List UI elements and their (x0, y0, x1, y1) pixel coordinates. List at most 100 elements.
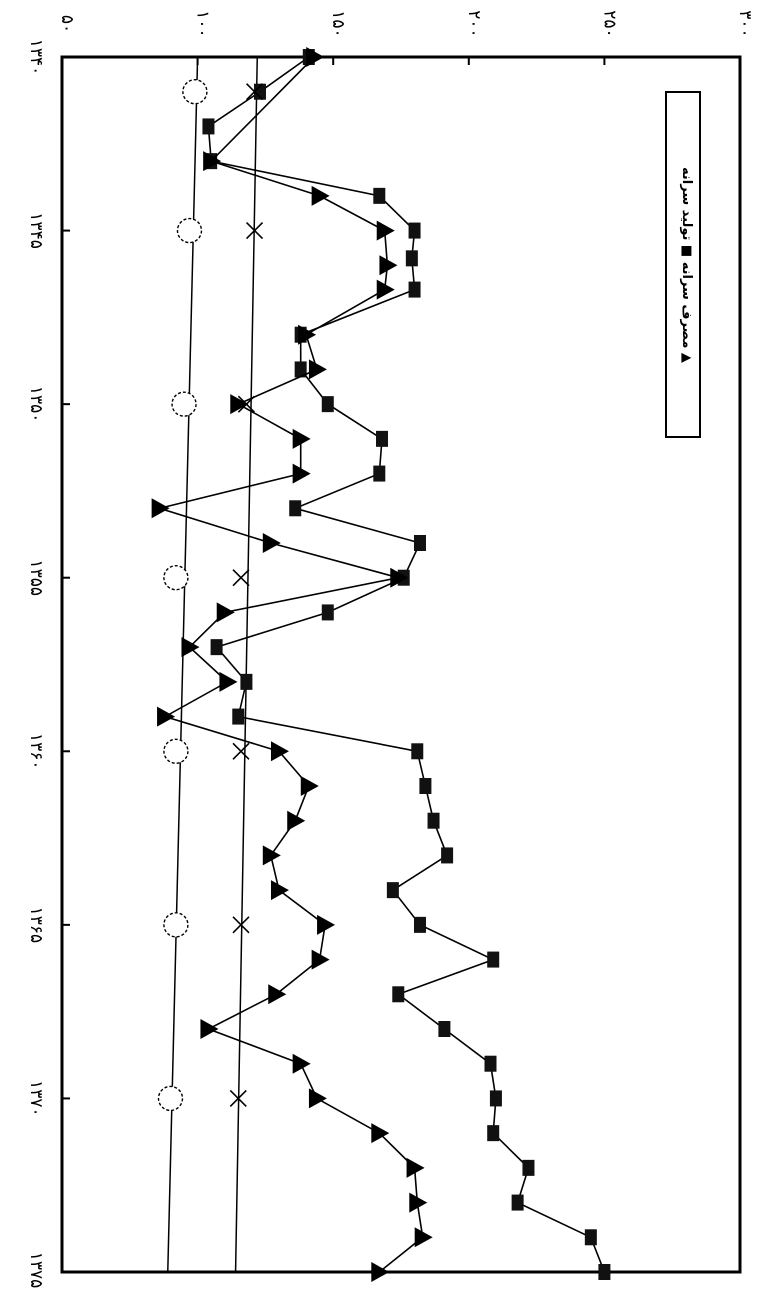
reference-lines (167, 56, 259, 1273)
square-marker (232, 708, 245, 725)
cross-marker (232, 569, 250, 587)
circle-marker (157, 1085, 184, 1112)
square-marker (487, 1125, 500, 1142)
circle-marker (163, 738, 189, 764)
square-marker (376, 430, 389, 447)
value-tick-label: ۲۵۰ (599, 10, 619, 37)
square-marker (321, 396, 334, 413)
square-marker (522, 1159, 535, 1176)
circle-marker (182, 79, 208, 105)
triangle-marker (409, 1192, 428, 1213)
square-marker (484, 1055, 497, 1072)
cross-marker (232, 916, 250, 934)
square-marker (413, 535, 426, 551)
value-tick-label: ۱۵۰ (328, 10, 348, 37)
triangle-marker (379, 255, 398, 276)
cross-marker (245, 222, 264, 240)
triangle-marker (311, 185, 330, 206)
triangle-marker (376, 220, 395, 241)
square-marker (584, 1229, 597, 1246)
plot-frame (60, 55, 742, 1274)
triangle-marker (300, 776, 319, 796)
value-tick-label: ۱۰۰ (193, 10, 213, 37)
value-tick-label: ۳۰۰ (735, 10, 755, 37)
square-marker (210, 639, 223, 656)
square-marker (598, 1264, 611, 1280)
year-tick-label: ۱۳۶۵ (26, 907, 46, 944)
square-marker (253, 83, 266, 100)
triangle-marker (292, 463, 311, 484)
series-line (156, 56, 424, 1273)
series-cross (229, 83, 264, 1107)
square-marker (441, 847, 454, 864)
series-circle (157, 79, 208, 1112)
circle-marker (163, 912, 189, 938)
legend-box (665, 91, 701, 438)
circle-marker (171, 391, 197, 417)
cross-marker (245, 83, 264, 101)
triangle-marker (268, 984, 287, 1005)
square-marker (405, 250, 418, 267)
series-square (202, 49, 611, 1280)
triangle-marker (308, 359, 327, 380)
square-marker (427, 812, 440, 829)
triangle-marker (371, 1262, 390, 1282)
square-marker (202, 118, 215, 135)
triangle-marker (203, 151, 222, 172)
cross-marker (237, 395, 255, 413)
triangle-marker (306, 47, 325, 67)
square-marker (511, 1194, 524, 1211)
triangle-marker (308, 1088, 327, 1109)
year-tick-label: ۱۳۴۵ (26, 212, 46, 249)
square-marker (487, 951, 500, 968)
triangle-marker (317, 914, 336, 935)
triangle-marker (157, 706, 176, 727)
square-marker (411, 743, 424, 760)
legend: مصرف سرانه ■ تولید سرانه ▲ (665, 91, 701, 438)
triangle-marker (230, 394, 249, 415)
cross-marker (229, 1089, 247, 1107)
square-marker (386, 882, 399, 899)
series-triangle (151, 47, 433, 1282)
cross-marker (232, 742, 250, 760)
square-marker (321, 604, 334, 621)
year-tick-label: ۱۳۴۰ (26, 39, 46, 76)
square-marker (413, 916, 426, 933)
series-line (207, 56, 606, 1273)
square-marker (489, 1090, 502, 1107)
square-marker (408, 281, 421, 298)
square-marker (419, 778, 432, 794)
legend-text: مصرف سرانه ■ تولید سرانه ▲ (679, 167, 694, 363)
triangle-marker (298, 324, 317, 345)
square-marker (373, 187, 386, 204)
square-marker (289, 500, 302, 517)
triangle-marker (292, 428, 311, 449)
square-marker (438, 1021, 451, 1037)
triangle-marker (270, 880, 289, 901)
circle-marker (176, 217, 203, 244)
triangle-marker (216, 602, 235, 623)
square-marker (408, 222, 421, 239)
reference-line (167, 56, 199, 1273)
triangle-marker (376, 279, 395, 300)
triangle-marker (390, 567, 409, 588)
value-tick-label: ۲۰۰ (464, 10, 484, 37)
triangle-marker (371, 1123, 390, 1144)
value-tick-label: ۵۰ (57, 15, 77, 33)
year-tick-label: ۱۳۵۵ (26, 559, 46, 596)
triangle-marker (200, 1019, 219, 1039)
square-marker (240, 673, 253, 690)
triangle-marker (181, 637, 200, 658)
year-tick-label: ۱۳۷۵ (26, 1252, 46, 1289)
triangle-marker (270, 741, 289, 762)
triangle-marker (292, 1053, 311, 1074)
axis-ticks: ۵۰ ۱۰۰ ۱۵۰ ۲۰۰ ۲۵۰ ۳۰۰ ۱۳۴۰ ۱۳۴۵ ۱۳۵۰ ۱۳۵۵ ۱۳۶۰ ۱۳۶… (26, 10, 755, 1288)
triangle-marker (219, 671, 238, 692)
year-tick-label: ۱۳۵۰ (26, 386, 46, 423)
triangle-marker (406, 1157, 425, 1178)
triangle-marker (287, 810, 306, 831)
triangle-marker (262, 533, 281, 553)
triangle-marker (311, 949, 330, 970)
